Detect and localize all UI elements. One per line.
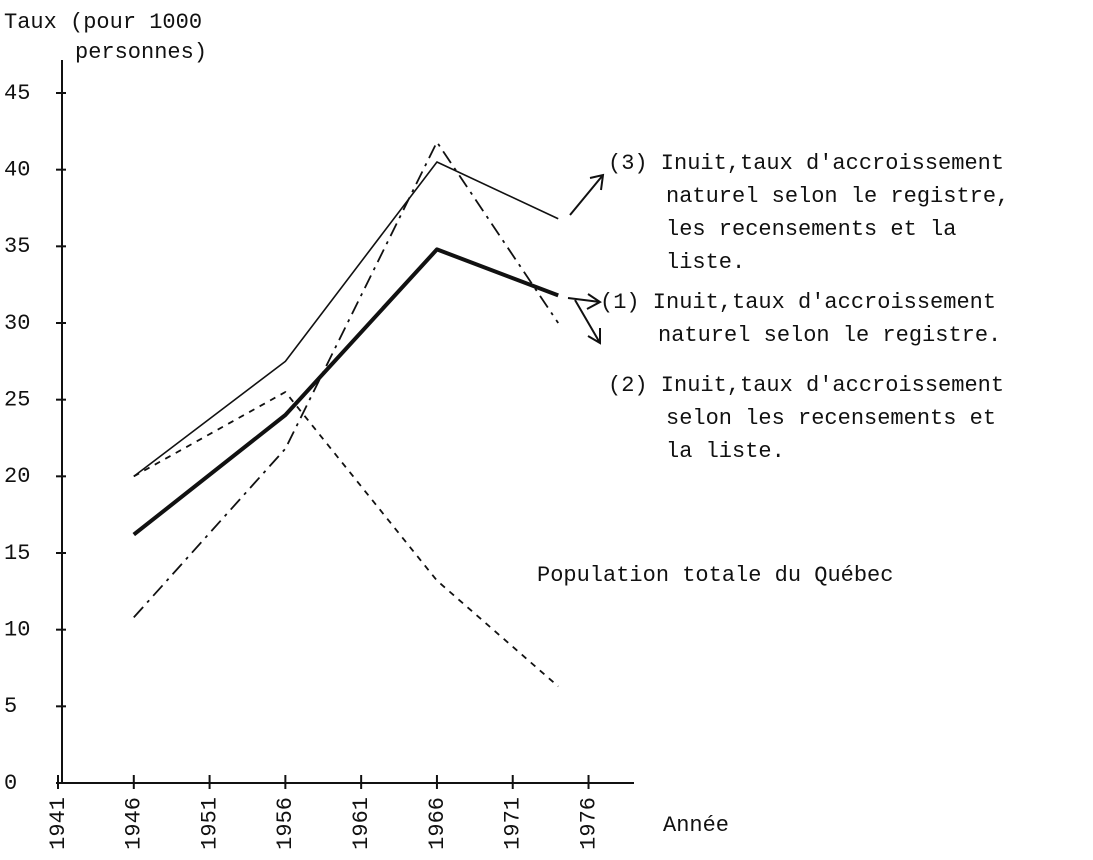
x-tick-label: 1946: [122, 797, 147, 850]
series-label: la liste.: [666, 439, 785, 464]
y-tick-label: 40: [4, 157, 30, 182]
x-tick-label: 1966: [425, 797, 450, 850]
y-tick-label: 30: [4, 311, 30, 336]
series-line: [133, 391, 559, 688]
arrow: [574, 299, 601, 345]
x-tick-label: 1941: [46, 797, 71, 850]
arrow: [569, 173, 605, 216]
x-tick-label: 1961: [349, 797, 374, 850]
y-tick-label: 25: [4, 387, 30, 412]
y-tick-label: 0: [4, 771, 17, 796]
series-label: (3) Inuit,taux d'accroissement: [608, 151, 1004, 176]
series-label: liste.: [666, 250, 745, 275]
series-label: naturel selon le registre.: [658, 323, 1001, 348]
arrows: [567, 173, 605, 345]
series-line: [133, 141, 559, 619]
x-tick-label: 1971: [501, 797, 526, 850]
y-tick-label: 10: [4, 617, 30, 642]
y-tick-label: 20: [4, 464, 30, 489]
x-tick-label: 1956: [273, 797, 298, 850]
series-line: [133, 161, 559, 477]
x-tick-label: 1976: [576, 797, 601, 850]
x-axis-label: Année: [663, 813, 729, 838]
series-line: [132, 247, 559, 537]
series-label: les recensements et la: [666, 217, 956, 242]
y-tick-label: 35: [4, 234, 30, 259]
y-tick-label: 5: [4, 694, 17, 719]
series-label: (2) Inuit,taux d'accroissement: [608, 373, 1004, 398]
series-label: naturel selon le registre,: [666, 184, 1009, 209]
x-tick-label: 1951: [197, 797, 222, 850]
series-label: (1) Inuit,taux d'accroissement: [600, 290, 996, 315]
arrow: [567, 293, 602, 310]
y-tick-label: 15: [4, 541, 30, 566]
y-axis-label: personnes): [75, 40, 207, 65]
series-label: Population totale du Québec: [537, 563, 893, 588]
series-label: selon les recensements et: [666, 406, 996, 431]
y-tick-label: 45: [4, 81, 30, 106]
y-axis-label: Taux (pour 1000: [4, 10, 202, 35]
